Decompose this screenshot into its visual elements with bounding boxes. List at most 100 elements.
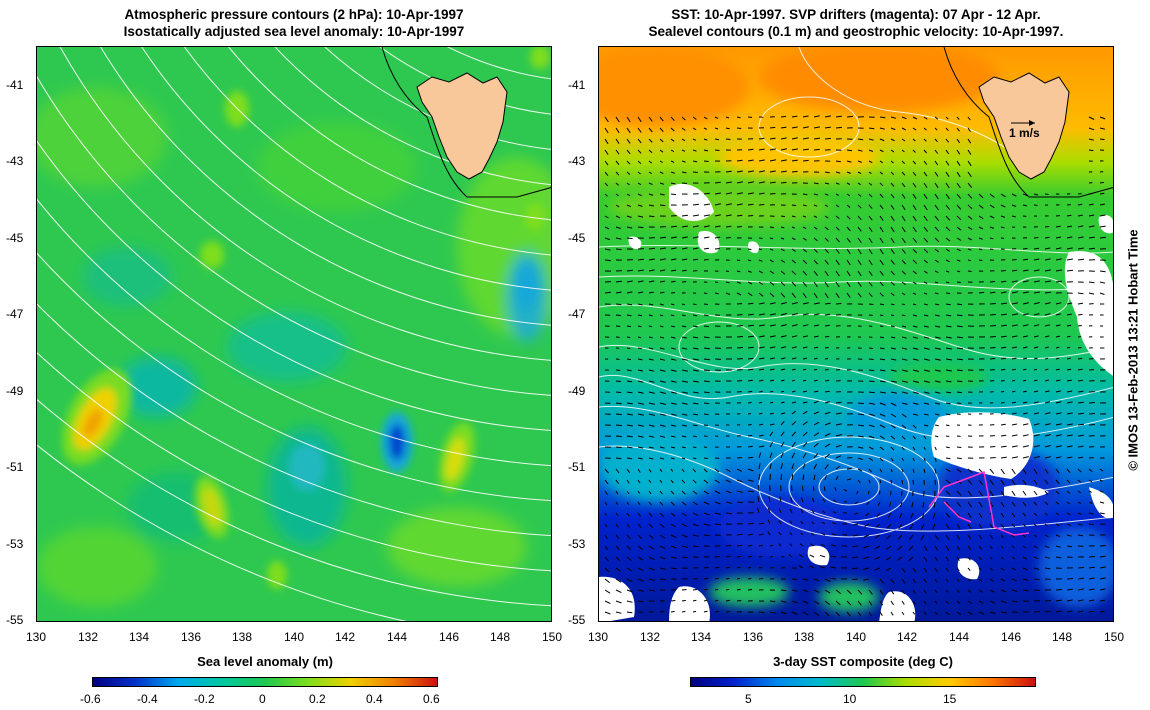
velocity-arrow — [637, 589, 644, 592]
velocity-arrow — [670, 556, 677, 559]
velocity-arrow — [879, 204, 884, 210]
velocity-arrow — [1000, 567, 1005, 571]
velocity-arrow — [1077, 523, 1083, 526]
velocity-arrow — [747, 192, 754, 195]
velocity-arrow — [1000, 423, 1006, 426]
velocity-arrow — [1022, 479, 1027, 486]
velocity-arrow — [626, 269, 633, 272]
velocity-arrow — [967, 479, 973, 485]
velocity-arrow — [791, 589, 798, 592]
velocity-arrow — [802, 248, 808, 253]
velocity-arrow — [1088, 588, 1095, 591]
velocity-arrow — [830, 555, 837, 558]
velocity-arrow — [945, 369, 952, 372]
velocity-arrow — [692, 336, 699, 339]
velocity-arrow — [1044, 226, 1050, 228]
velocity-arrow — [923, 303, 928, 306]
velocity-arrow — [1055, 599, 1062, 602]
velocity-arrow — [956, 545, 961, 551]
velocity-arrow — [912, 127, 917, 131]
velocity-arrow — [863, 556, 870, 560]
velocity-arrow — [780, 181, 787, 184]
velocity-arrow — [978, 523, 983, 529]
velocity-arrow — [725, 512, 732, 515]
velocity-arrow — [1000, 302, 1007, 305]
velocity-arrow — [912, 578, 917, 584]
velocity-arrow — [768, 496, 771, 503]
velocity-arrow — [780, 215, 786, 218]
velocity-arrow — [681, 314, 686, 317]
velocity-arrow — [923, 171, 928, 177]
velocity-arrow — [874, 534, 881, 539]
velocity-arrow — [824, 432, 831, 437]
velocity-arrow — [615, 116, 620, 123]
velocity-arrow — [879, 292, 884, 297]
velocity-arrow — [1055, 545, 1061, 548]
velocity-arrow — [1066, 412, 1073, 415]
velocity-arrow — [1055, 412, 1062, 415]
velocity-arrow — [824, 589, 831, 594]
right-lat-tick: -45 — [568, 231, 586, 245]
velocity-arrow — [659, 457, 665, 460]
velocity-arrow — [791, 410, 797, 415]
velocity-arrow — [934, 281, 939, 284]
velocity-arrow — [637, 424, 644, 427]
velocity-arrow — [908, 534, 914, 541]
velocity-arrow — [648, 116, 653, 122]
velocity-arrow — [758, 533, 764, 536]
velocity-arrow — [604, 226, 610, 230]
velocity-arrow — [1055, 434, 1062, 437]
velocity-arrow — [1033, 523, 1037, 527]
velocity-arrow — [989, 523, 994, 529]
velocity-arrow — [857, 611, 862, 617]
velocity-arrow — [703, 413, 709, 416]
velocity-arrow — [769, 148, 776, 151]
velocity-arrow — [670, 193, 677, 196]
velocity-arrow — [626, 611, 633, 614]
velocity-arrow — [933, 501, 936, 508]
velocity-arrow — [824, 248, 829, 254]
velocity-arrow — [648, 215, 655, 218]
velocity-arrow — [899, 512, 903, 519]
velocity-arrow — [615, 314, 621, 316]
velocity-arrow — [1077, 313, 1083, 316]
velocity-arrow — [989, 611, 996, 614]
velocity-arrow — [824, 137, 831, 140]
velocity-arrow — [978, 479, 984, 486]
velocity-arrow — [835, 215, 840, 219]
velocity-arrow — [934, 171, 939, 177]
velocity-arrow — [912, 435, 916, 440]
right-lat-tick: -41 — [568, 78, 586, 92]
velocity-arrow — [747, 313, 754, 316]
velocity-arrow — [923, 226, 928, 232]
sea-level-anomaly-map[interactable] — [36, 46, 552, 622]
velocity-arrow — [1000, 556, 1004, 560]
velocity-arrow — [615, 435, 622, 438]
left-lat-tick: -49 — [6, 384, 24, 398]
velocity-arrow — [757, 496, 760, 503]
velocity-arrow — [769, 390, 774, 393]
right-lon-tick: 136 — [743, 630, 764, 644]
velocity-arrow — [1044, 545, 1050, 549]
velocity-arrow — [890, 457, 894, 462]
velocity-arrow — [886, 523, 892, 529]
velocity-arrow — [890, 468, 893, 473]
velocity-arrow — [780, 226, 785, 229]
velocity-arrow — [912, 171, 917, 177]
velocity-arrow — [637, 600, 644, 603]
velocity-arrow — [945, 545, 950, 551]
velocity-arrow — [834, 486, 837, 492]
velocity-arrow — [824, 215, 829, 219]
velocity-arrow — [758, 313, 765, 316]
sst-map[interactable]: 1 m/s — [598, 46, 1114, 622]
velocity-arrow — [637, 468, 641, 473]
velocity-arrow — [1055, 357, 1060, 360]
velocity-arrow — [703, 259, 709, 261]
velocity-arrow — [879, 226, 884, 233]
velocity-arrow — [857, 226, 862, 232]
velocity-arrow — [615, 413, 622, 416]
velocity-arrow — [967, 468, 973, 474]
velocity-arrow — [923, 567, 928, 573]
velocity-arrow — [703, 490, 709, 495]
velocity-arrow — [879, 215, 884, 221]
